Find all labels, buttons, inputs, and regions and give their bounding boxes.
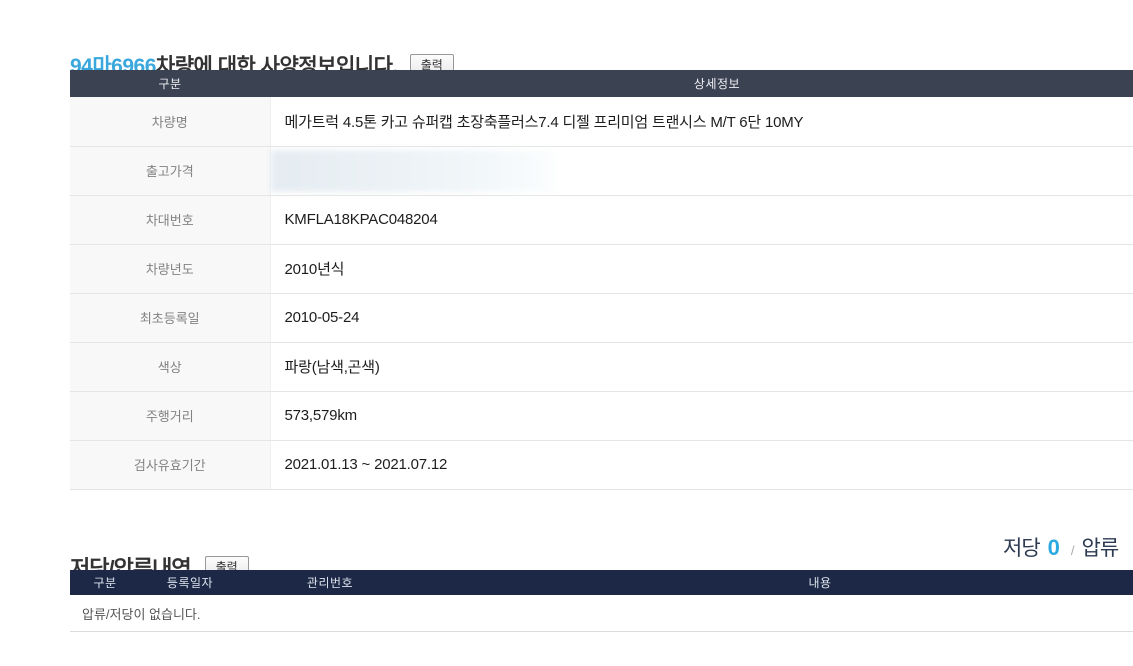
summary-separator: / <box>1070 543 1075 558</box>
spec-label-factory-price: 출고가격 <box>70 146 271 196</box>
lien-header-category: 구분 <box>70 570 140 595</box>
spec-label-inspection-period: 검사유효기간 <box>70 440 271 490</box>
spec-value-model-year: 2010년식 <box>270 244 1133 294</box>
table-row: 차량명 메가트럭 4.5톤 카고 슈퍼캡 초장축플러스7.4 디젤 프리미엄 트… <box>70 97 1133 147</box>
mortgage-label: 저당 <box>1003 537 1041 560</box>
spec-value-color: 파랑(남색,곤색) <box>270 342 1133 392</box>
spec-table: 구분 상세정보 차량명 메가트럭 4.5톤 카고 슈퍼캡 초장축플러스7.4 디… <box>70 70 1133 490</box>
lien-header-management-number: 관리번호 <box>240 570 420 595</box>
table-row: 출고가격 <box>70 146 1133 196</box>
spec-label-model: 차량명 <box>70 97 271 147</box>
spec-value-first-registration: 2010-05-24 <box>270 293 1133 343</box>
table-row: 차량년도 2010년식 <box>70 244 1133 294</box>
seizure-label: 압류 <box>1081 537 1120 560</box>
lien-table-header-row: 구분 등록일자 관리번호 내용 <box>70 570 1133 595</box>
lien-table: 구분 등록일자 관리번호 내용 압류/저당이 없습니다. <box>70 570 1133 632</box>
spec-label-vin: 차대번호 <box>70 195 271 245</box>
price-redacted-blur <box>270 149 555 192</box>
spec-header-category: 구분 <box>70 70 270 97</box>
lien-empty-row: 압류/저당이 없습니다. <box>70 595 1133 632</box>
spec-table-header-row: 구분 상세정보 <box>70 70 1133 97</box>
table-row: 최초등록일 2010-05-24 <box>70 293 1133 343</box>
table-row: 검사유효기간 2021.01.13 ~ 2021.07.12 <box>70 440 1133 490</box>
spec-value-inspection-period: 2021.01.13 ~ 2021.07.12 <box>270 440 1133 490</box>
lien-header-registration-date: 등록일자 <box>140 570 240 595</box>
spec-label-color: 색상 <box>70 342 271 392</box>
spec-header-detail: 상세정보 <box>270 70 1133 97</box>
spec-value-factory-price <box>270 146 1133 196</box>
spec-value-mileage: 573,579km <box>270 391 1133 441</box>
spec-value-model: 메가트럭 4.5톤 카고 슈퍼캡 초장축플러스7.4 디젤 프리미엄 트랜시스 … <box>270 97 1133 147</box>
lien-summary: 저당 0 / 압류 <box>1003 532 1120 562</box>
spec-label-mileage: 주행거리 <box>70 391 271 441</box>
table-row: 차대번호 KMFLA18KPAC048204 <box>70 195 1133 245</box>
spec-label-model-year: 차량년도 <box>70 244 271 294</box>
table-row: 색상 파랑(남색,곤색) <box>70 342 1133 392</box>
lien-header-content: 내용 <box>420 570 1133 595</box>
table-row: 주행거리 573,579km <box>70 391 1133 441</box>
mortgage-count: 0 <box>1047 535 1060 560</box>
spec-label-first-registration: 최초등록일 <box>70 293 271 343</box>
lien-empty-message: 압류/저당이 없습니다. <box>70 595 1133 632</box>
spec-value-vin: KMFLA18KPAC048204 <box>270 195 1133 245</box>
